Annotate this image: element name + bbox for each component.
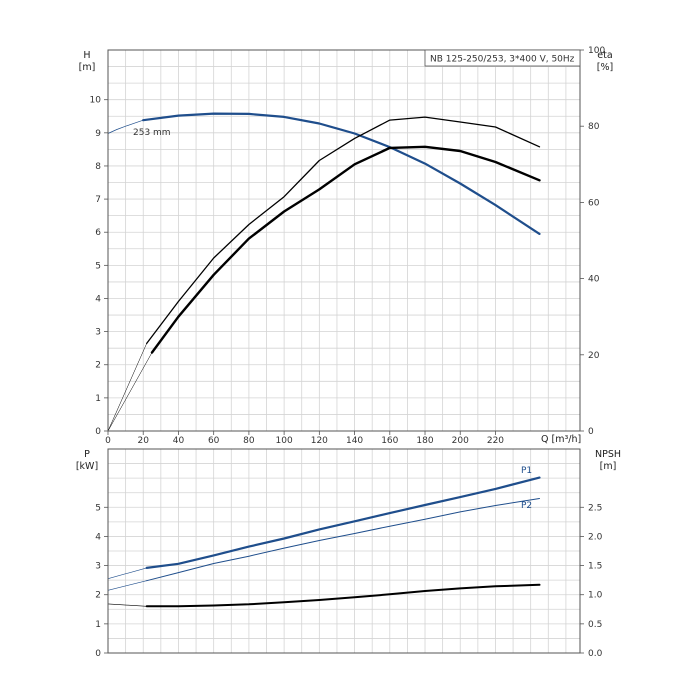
y-tick-label: 20 (588, 351, 600, 361)
y-tick-label: 2 (95, 591, 101, 601)
impeller-diameter-annotation: 253 mm (133, 128, 171, 138)
series-line-1-1 (107, 567, 147, 580)
npsh-axis-tick-labels: 0.0 0.5 1.0 1.5 2.0 2.5 (580, 503, 603, 659)
flow-axis-title: Q [m³/h] (541, 434, 581, 445)
head-efficiency-grid (108, 50, 580, 431)
y-tick-label: 3 (95, 562, 101, 572)
y-tick-label: 100 (588, 46, 605, 56)
x-tick-label: 180 (416, 436, 433, 446)
y-tick-label: 0 (95, 427, 101, 437)
y-tick-label: 2 (95, 361, 101, 371)
npsh-axis-title: NPSH (595, 449, 621, 460)
y-tick-label: 5 (95, 261, 101, 271)
y-tick-label: 60 (588, 198, 600, 208)
series-line-0-2 (146, 116, 541, 345)
y-tick-label: 4 (95, 294, 101, 304)
x-tick-label: 160 (381, 436, 398, 446)
series-line-0-1 (107, 119, 144, 134)
series-line-0-3 (107, 343, 147, 432)
y-tick-label: 1.5 (588, 562, 602, 572)
power-npsh-frame (107, 448, 581, 654)
x-tick-label: 120 (311, 436, 328, 446)
y-tick-label: 4 (95, 532, 101, 542)
head-efficiency-series (107, 112, 541, 432)
y-tick-label: 5 (95, 503, 101, 513)
y-tick-label: 2.0 (588, 532, 603, 542)
series-line-0-5 (107, 352, 153, 432)
x-tick-label: 20 (137, 436, 149, 446)
x-tick-label: 40 (173, 436, 185, 446)
x-tick-label: 80 (243, 436, 255, 446)
p1-series-label: P1 (521, 466, 532, 476)
p2-series-label: P2 (521, 501, 532, 511)
head-axis-tick-labels: 0 1 2 3 4 5 6 7 8 9 10 (90, 96, 108, 437)
y-tick-label: 80 (588, 122, 600, 132)
power-npsh-series (107, 476, 541, 608)
y-tick-label: 0.5 (588, 620, 602, 630)
y-tick-label: 40 (588, 275, 600, 285)
x-tick-label: 60 (208, 436, 220, 446)
y-tick-label: 1 (95, 394, 101, 404)
y-tick-label: 6 (95, 228, 101, 238)
y-tick-label: 0.0 (588, 649, 603, 659)
y-tick-label: 8 (95, 162, 101, 172)
head-axis-title: H (83, 50, 90, 61)
y-tick-label: 0 (588, 427, 594, 437)
power-axis-tick-labels: 0 1 2 3 4 5 (95, 503, 108, 659)
x-tick-label: 100 (276, 436, 293, 446)
power-npsh-grid (108, 449, 580, 653)
series-line-0-0 (142, 112, 541, 235)
y-tick-label: 9 (95, 129, 101, 139)
x-axis-tick-labels: 0 20 40 60 80 100 120 140 160 180 200 220 (105, 431, 504, 446)
head-axis-unit: [m] (79, 62, 96, 73)
series-line-1-3 (107, 580, 147, 591)
eta-axis-title: eta (597, 50, 612, 61)
eta-axis-tick-labels: 0 20 40 60 80 100 (580, 46, 605, 437)
eta-axis-unit: [%] (597, 62, 613, 73)
x-tick-label: 140 (346, 436, 363, 446)
pump-model-label: NB 125-250/253, 3*400 V, 50Hz (430, 55, 575, 65)
series-line-0-4 (150, 145, 541, 354)
y-tick-label: 10 (90, 96, 102, 106)
npsh-axis-unit: [m] (600, 461, 617, 472)
y-tick-label: 0 (95, 649, 101, 659)
series-line-1-4 (145, 583, 541, 608)
y-tick-label: 3 (95, 328, 101, 338)
y-tick-label: 1.0 (588, 591, 603, 601)
x-tick-label: 0 (105, 436, 111, 446)
power-axis-unit: [kW] (76, 461, 98, 472)
series-line-1-0 (145, 476, 541, 570)
series-line-1-5 (107, 603, 147, 607)
power-axis-title: P (84, 449, 90, 460)
y-tick-label: 2.5 (588, 503, 602, 513)
x-tick-label: 200 (452, 436, 469, 446)
x-tick-label: 220 (487, 436, 504, 446)
y-tick-label: 1 (95, 620, 101, 630)
y-tick-label: 7 (95, 195, 101, 205)
head-efficiency-frame (107, 49, 581, 432)
pump-model-box (424, 49, 581, 67)
series-line-1-2 (146, 498, 540, 582)
